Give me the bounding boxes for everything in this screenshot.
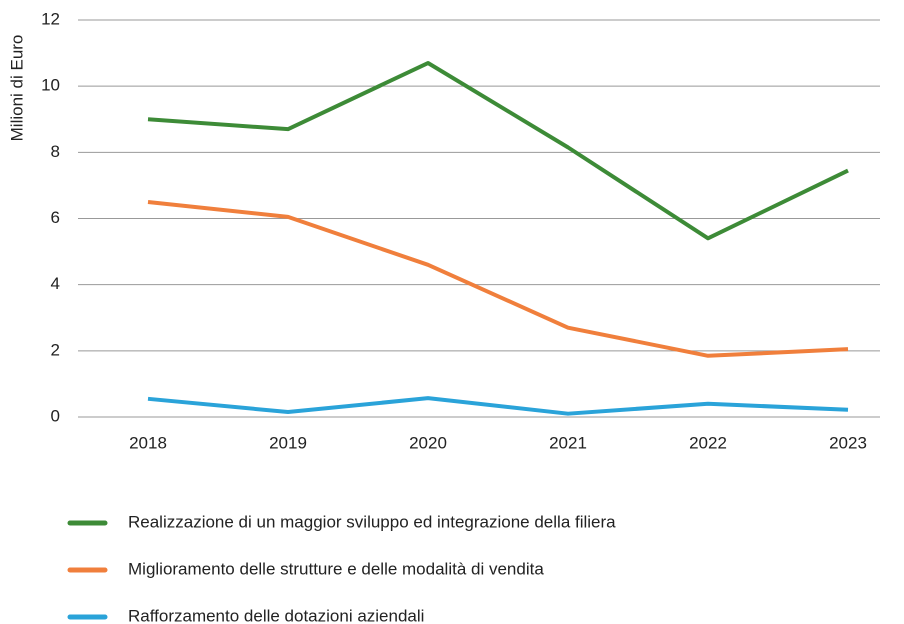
- y-tick-label: 2: [51, 340, 60, 359]
- x-tick-label: 2023: [829, 433, 867, 452]
- y-tick-label: 4: [51, 274, 60, 293]
- line-series: [147, 396, 849, 416]
- legend-label: Miglioramento delle strutture e delle mo…: [128, 559, 544, 578]
- y-tick-label: 8: [51, 142, 60, 161]
- line-series: [147, 199, 849, 358]
- x-tick-label: 2020: [409, 433, 447, 452]
- y-tick-label: 6: [51, 208, 60, 227]
- y-tick-label: 0: [51, 406, 60, 425]
- line-series: [147, 61, 849, 241]
- x-tick-label: 2018: [129, 433, 167, 452]
- y-tick-label: 12: [41, 9, 60, 28]
- legend-label: Rafforzamento delle dotazioni aziendali: [128, 606, 424, 624]
- legend-label: Realizzazione di un maggior sviluppo ed …: [128, 512, 616, 531]
- x-tick-label: 2022: [689, 433, 727, 452]
- x-tick-label: 2021: [549, 433, 587, 452]
- y-axis-label: Milioni di Euro: [7, 35, 26, 142]
- y-tick-label: 10: [41, 76, 60, 95]
- x-tick-label: 2019: [269, 433, 307, 452]
